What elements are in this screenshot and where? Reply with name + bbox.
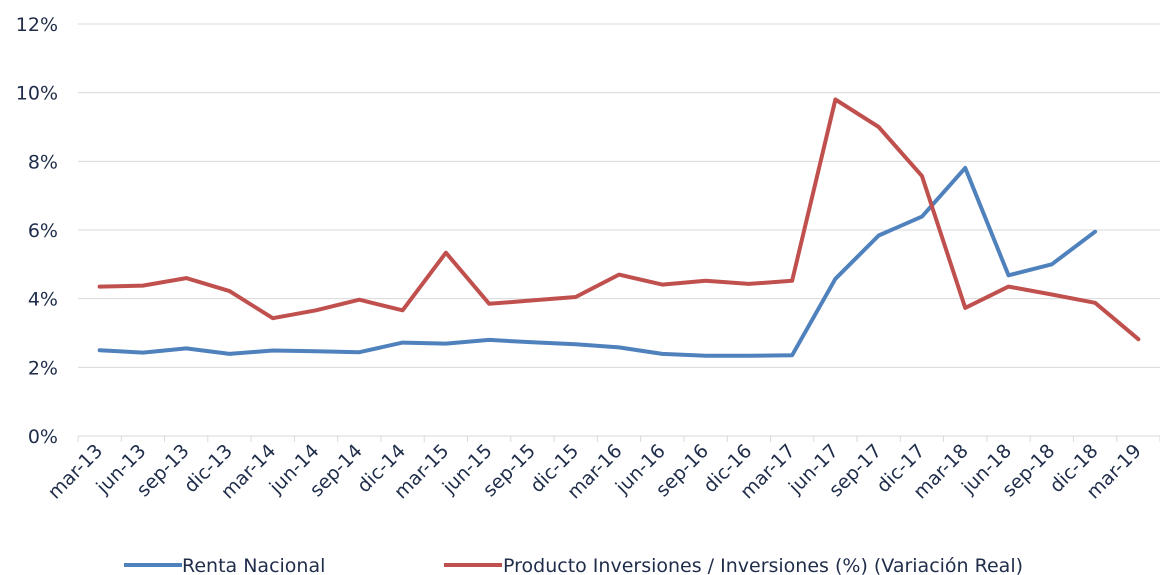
x-axis: mar-13jun-13sep-13dic-13mar-14jun-14sep-…	[44, 435, 1160, 503]
y-tick-label: 6%	[28, 220, 58, 242]
y-tick-label: 10%	[16, 83, 58, 105]
y-tick-label: 4%	[28, 289, 58, 311]
y-tick-label: 8%	[28, 151, 58, 173]
series-line-renta-nacional	[97, 165, 1098, 358]
y-tick-label: 0%	[28, 426, 58, 448]
y-tick-label: 2%	[28, 357, 58, 379]
y-axis: 0% 2% 4% 6% 8% 10% 12%	[16, 14, 58, 448]
series-line-producto-inversiones	[97, 97, 1141, 342]
gridlines	[78, 23, 1160, 368]
y-tick-label: 12%	[16, 14, 58, 36]
x-tick-label: mar-13	[44, 440, 107, 503]
legend-label-renta-nacional: Renta Nacional	[182, 555, 325, 575]
legend: Renta Nacional Producto Inversiones / In…	[124, 555, 1023, 575]
series-lines	[97, 97, 1141, 358]
legend-label-producto-inversiones: Producto Inversiones / Inversiones (%) (…	[503, 555, 1023, 575]
